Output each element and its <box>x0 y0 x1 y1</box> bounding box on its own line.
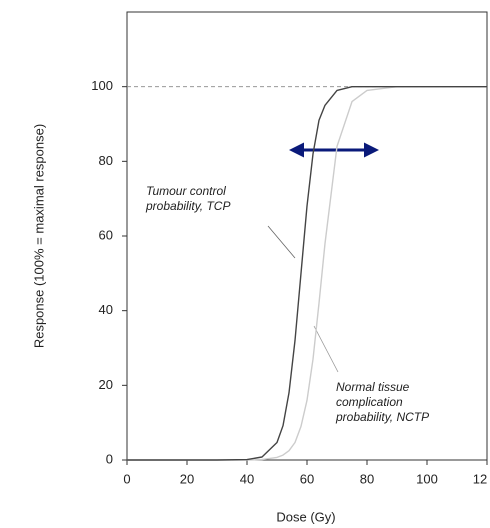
curve <box>127 86 487 461</box>
annotation: complication <box>336 395 403 409</box>
plot-frame <box>126 11 488 461</box>
curve <box>127 86 487 461</box>
leader-line <box>267 225 296 259</box>
x-tick-label: 100 <box>416 471 438 486</box>
x-tick-label: 0 <box>123 471 130 486</box>
y-axis-label: Response (100% = maximal response) <box>31 124 46 348</box>
annotation: probability, NCTP <box>335 410 429 424</box>
x-tick-label: 40 <box>240 471 254 486</box>
leader-line <box>313 325 339 373</box>
annotation: Tumour control <box>146 184 226 198</box>
x-axis-label: Dose (Gy) <box>276 509 335 524</box>
annotation: probability, TCP <box>145 199 230 213</box>
y-tick-label: 80 <box>99 153 113 168</box>
y-tick-label: 40 <box>99 302 113 317</box>
y-tick-label: 20 <box>99 377 113 392</box>
x-tick-label: 80 <box>360 471 374 486</box>
y-tick-label: 60 <box>99 227 113 242</box>
x-tick-label: 20 <box>180 471 194 486</box>
y-tick-label: 100 <box>91 78 113 93</box>
y-tick-label: 0 <box>106 451 113 466</box>
annotation: Normal tissue <box>336 380 410 394</box>
x-tick-label: 12 <box>473 471 487 486</box>
x-tick-label: 60 <box>300 471 314 486</box>
